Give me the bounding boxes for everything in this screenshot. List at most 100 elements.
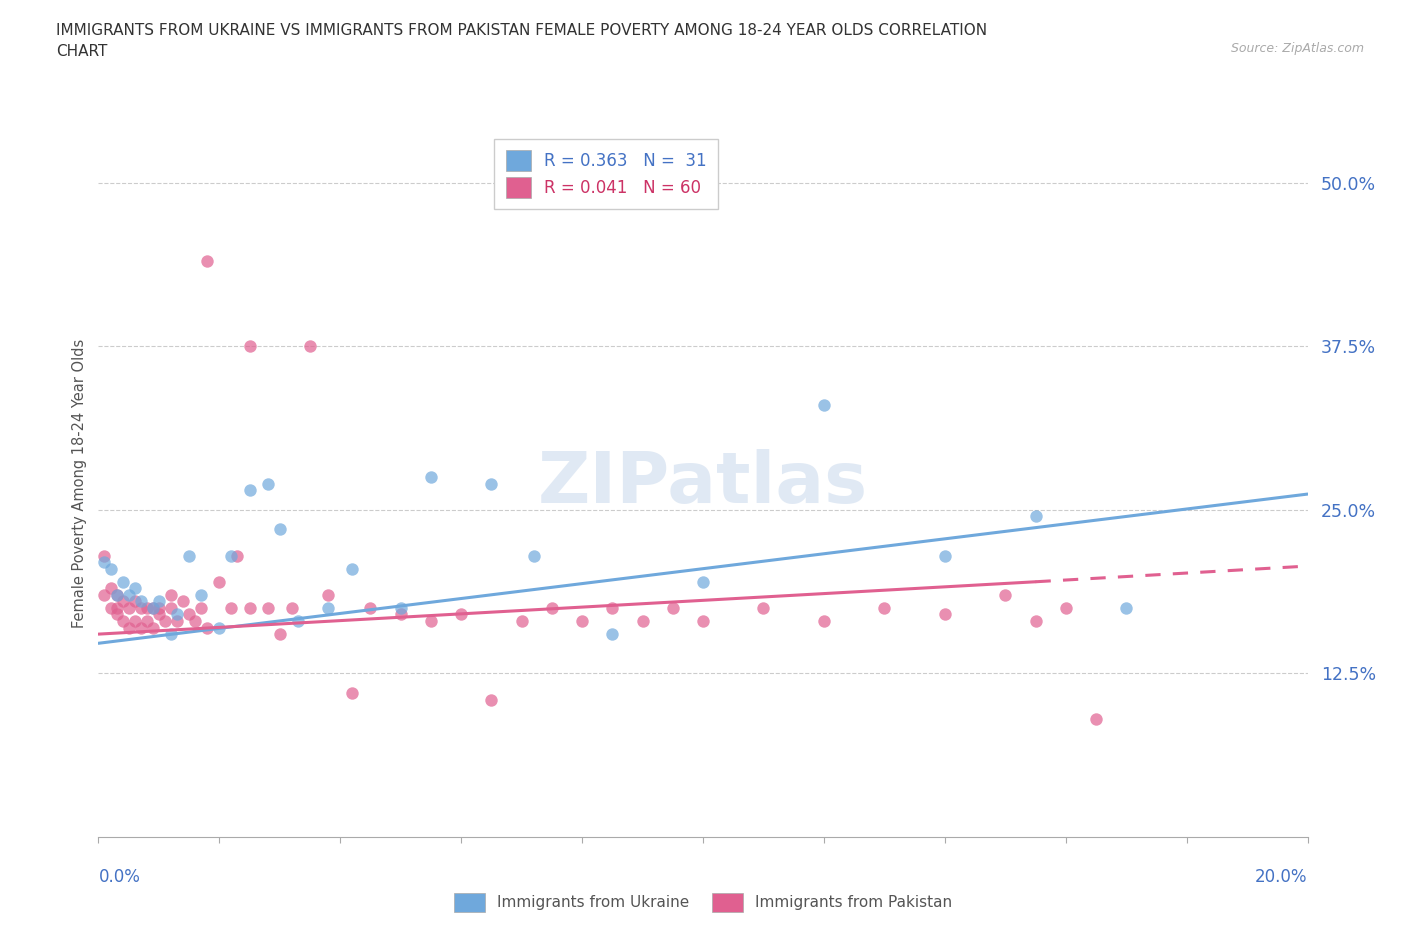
Point: [287, 614, 309, 629]
Point: [118, 588, 141, 603]
Point: [419, 614, 441, 629]
Point: [269, 627, 291, 642]
Point: [523, 548, 546, 563]
Point: [93, 588, 115, 603]
Point: [105, 588, 128, 603]
Point: [124, 581, 146, 596]
Point: [450, 607, 472, 622]
Point: [269, 522, 291, 537]
Point: [124, 594, 146, 609]
Point: [342, 561, 364, 576]
Point: [256, 476, 278, 491]
Point: [166, 614, 188, 629]
Point: [1085, 711, 1108, 726]
Point: [256, 601, 278, 616]
Point: [1054, 601, 1077, 616]
Point: [813, 614, 835, 629]
Point: [160, 627, 183, 642]
Point: [299, 339, 322, 353]
Point: [148, 607, 170, 622]
Point: [105, 588, 128, 603]
Point: [221, 548, 243, 563]
Point: [129, 594, 152, 609]
Point: [316, 601, 339, 616]
Point: [1115, 601, 1137, 616]
Point: [813, 398, 835, 413]
Point: [190, 588, 212, 603]
Point: [752, 601, 775, 616]
Point: [184, 614, 207, 629]
Legend: R = 0.363   N =  31, R = 0.041   N = 60: R = 0.363 N = 31, R = 0.041 N = 60: [494, 139, 718, 209]
Point: [172, 594, 194, 609]
Point: [195, 620, 218, 635]
Point: [540, 601, 562, 616]
Point: [105, 601, 128, 616]
Point: [934, 607, 956, 622]
Point: [160, 588, 183, 603]
Point: [208, 620, 231, 635]
Point: [177, 548, 201, 563]
Point: [316, 588, 339, 603]
Point: [135, 614, 157, 629]
Point: [135, 601, 157, 616]
Point: [692, 614, 714, 629]
Point: [934, 548, 956, 563]
Point: [631, 614, 654, 629]
Y-axis label: Female Poverty Among 18-24 Year Olds: Female Poverty Among 18-24 Year Olds: [72, 339, 87, 629]
Point: [419, 470, 441, 485]
Point: [239, 601, 262, 616]
Point: [118, 620, 141, 635]
Point: [195, 254, 218, 269]
Point: [221, 601, 243, 616]
Point: [510, 614, 533, 629]
Point: [481, 476, 503, 491]
Point: [1024, 509, 1046, 524]
Point: [177, 607, 201, 622]
Point: [124, 614, 146, 629]
Point: [994, 588, 1017, 603]
Point: [129, 620, 152, 635]
Point: [602, 627, 624, 642]
Legend: Immigrants from Ukraine, Immigrants from Pakistan: Immigrants from Ukraine, Immigrants from…: [449, 887, 957, 918]
Point: [111, 614, 134, 629]
Point: [389, 601, 412, 616]
Point: [105, 607, 128, 622]
Point: [142, 601, 165, 616]
Point: [389, 607, 412, 622]
Text: 20.0%: 20.0%: [1256, 868, 1308, 885]
Point: [190, 601, 212, 616]
Point: [481, 692, 503, 707]
Point: [226, 548, 249, 563]
Point: [239, 483, 262, 498]
Point: [100, 601, 122, 616]
Point: [148, 594, 170, 609]
Point: [571, 614, 593, 629]
Point: [873, 601, 896, 616]
Text: ZIPatlas: ZIPatlas: [538, 449, 868, 518]
Point: [692, 575, 714, 590]
Point: [1024, 614, 1046, 629]
Text: IMMIGRANTS FROM UKRAINE VS IMMIGRANTS FROM PAKISTAN FEMALE POVERTY AMONG 18-24 Y: IMMIGRANTS FROM UKRAINE VS IMMIGRANTS FR…: [56, 23, 987, 60]
Point: [111, 575, 134, 590]
Point: [148, 601, 170, 616]
Point: [129, 601, 152, 616]
Point: [661, 601, 683, 616]
Point: [93, 554, 115, 569]
Point: [342, 685, 364, 700]
Point: [166, 607, 188, 622]
Text: Source: ZipAtlas.com: Source: ZipAtlas.com: [1230, 42, 1364, 55]
Point: [142, 601, 165, 616]
Point: [281, 601, 304, 616]
Point: [239, 339, 262, 353]
Point: [602, 601, 624, 616]
Point: [100, 581, 122, 596]
Point: [160, 601, 183, 616]
Text: 0.0%: 0.0%: [98, 868, 141, 885]
Point: [118, 601, 141, 616]
Point: [360, 601, 382, 616]
Point: [153, 614, 176, 629]
Point: [100, 561, 122, 576]
Point: [142, 620, 165, 635]
Point: [111, 594, 134, 609]
Point: [208, 575, 231, 590]
